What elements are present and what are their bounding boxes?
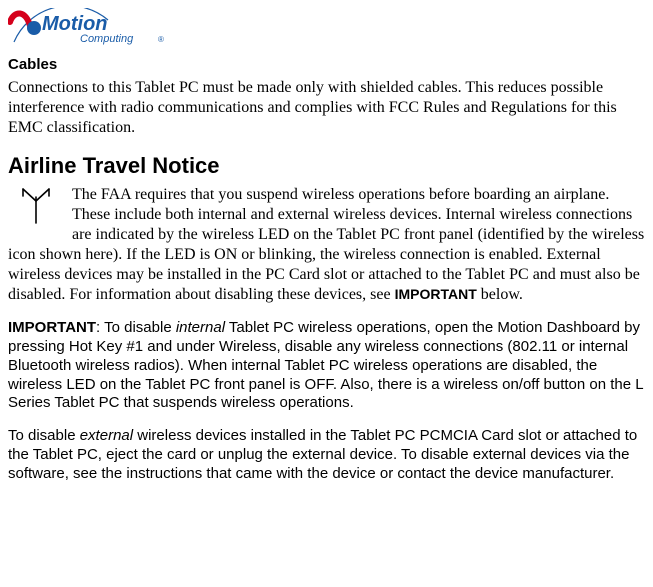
cables-body: Connections to this Tablet PC must be ma… (8, 78, 645, 138)
important-label: IMPORTANT (8, 319, 96, 336)
important-colon-1: : To disable (96, 319, 176, 336)
cables-heading: Cables (8, 56, 645, 75)
airline-paragraph-1: The FAA requires that you suspend wirele… (8, 185, 645, 305)
logo-registered-mark: ® (158, 35, 164, 44)
logo-text-sub: Computing (80, 33, 134, 45)
important-internal-ital: internal (176, 319, 225, 336)
external-ital: external (80, 427, 133, 444)
airline-para1-text: The FAA requires that you suspend wirele… (8, 186, 644, 303)
airline-travel-notice-heading: Airline Travel Notice (8, 152, 645, 180)
airline-external-paragraph: To disable external wireless devices ins… (8, 427, 645, 483)
motion-computing-logo: Motion Computing ® (8, 8, 168, 50)
airline-para1-suffix: below. (477, 286, 523, 303)
wireless-antenna-icon (8, 187, 64, 243)
external-prefix: To disable (8, 427, 80, 444)
airline-important-paragraph: IMPORTANT: To disable internal Tablet PC… (8, 319, 645, 413)
brand-logo: Motion Computing ® (8, 8, 645, 50)
logo-text-main: Motion (42, 13, 108, 35)
airline-para1-important: IMPORTANT (395, 286, 477, 302)
